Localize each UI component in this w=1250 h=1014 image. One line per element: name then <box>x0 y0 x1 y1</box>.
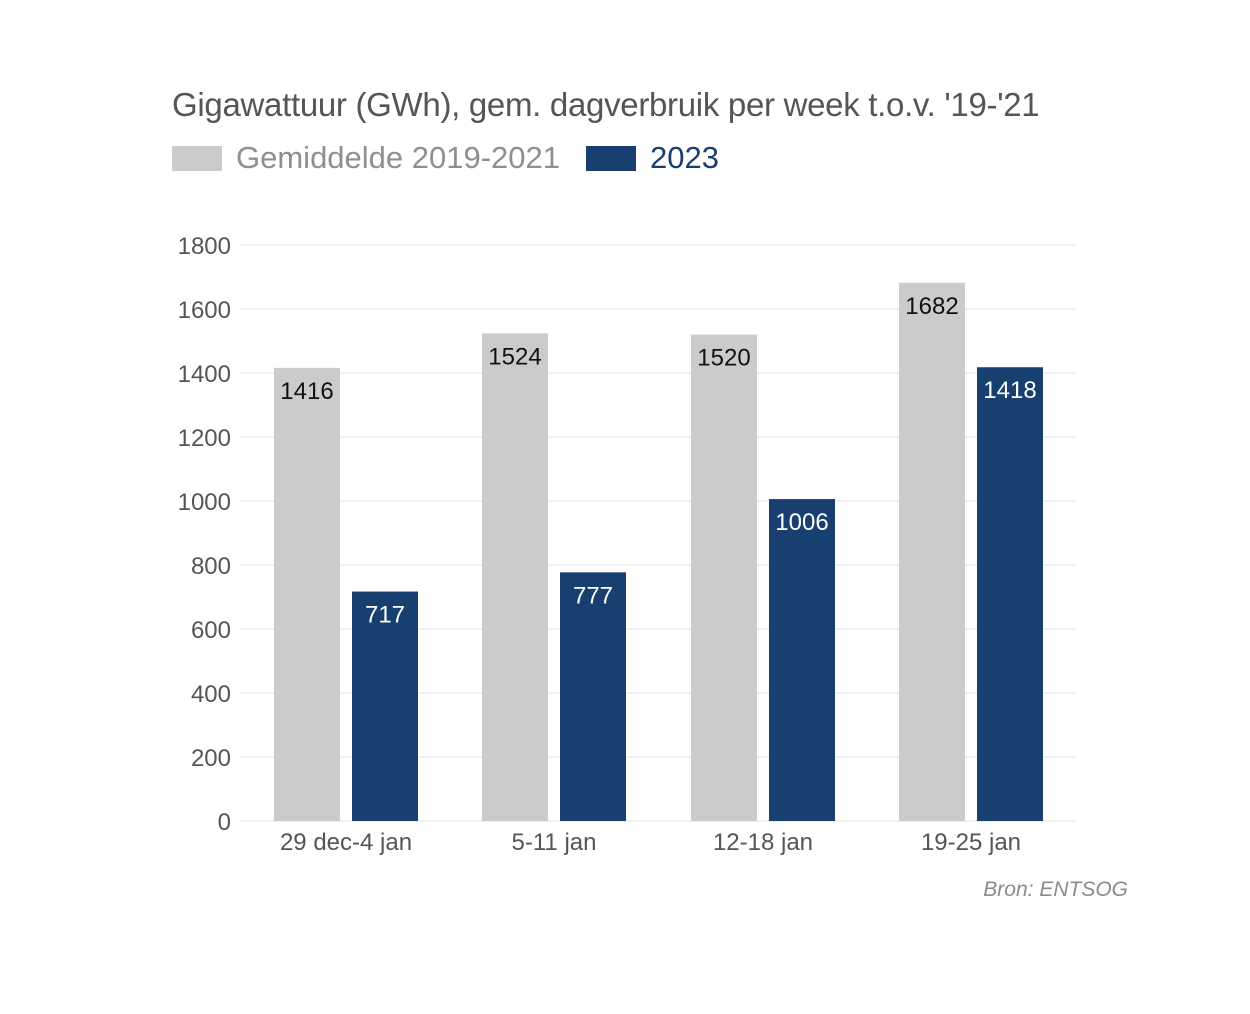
y-tick-label: 1200 <box>178 425 231 452</box>
bar-average <box>691 334 757 821</box>
bar-value-label: 717 <box>365 602 405 629</box>
bar-value-label: 1416 <box>280 378 333 405</box>
y-tick-label: 1800 <box>178 233 231 260</box>
bar-average <box>899 282 965 821</box>
y-tick-label: 600 <box>191 617 231 644</box>
y-tick-label: 800 <box>191 553 231 580</box>
bars-layer <box>274 282 1043 821</box>
x-tick-label: 19-25 jan <box>921 829 1021 856</box>
bar-value-label: 777 <box>573 582 613 609</box>
bar-2023 <box>352 591 418 821</box>
y-tick-label: 1600 <box>178 297 231 324</box>
source-note: Bron: ENTSOG <box>983 878 1128 901</box>
bar-value-label: 1524 <box>488 343 541 370</box>
x-tick-label: 12-18 jan <box>713 829 813 856</box>
y-tick-label: 1000 <box>178 489 231 516</box>
bar-value-label: 1682 <box>905 293 958 320</box>
bar-2023 <box>769 499 835 821</box>
x-tick-label: 5-11 jan <box>512 829 597 856</box>
x-tick-label: 29 dec-4 jan <box>280 829 412 856</box>
bar-2023 <box>560 572 626 821</box>
bar-2023 <box>977 367 1043 821</box>
chart-title: Gigawattuur (GWh), gem. dagverbruik per … <box>172 86 1040 123</box>
labels-layer: 0 200 400 600 800 1000 1200 1400 1600 1800 1416 152… <box>178 233 1037 856</box>
y-tick-label: 400 <box>191 681 231 708</box>
legend-item-average: Gemiddelde 2019-2021 <box>172 140 560 176</box>
chart-legend: Gemiddelde 2019-2021 2023 <box>172 136 745 180</box>
bar-average <box>482 333 548 821</box>
bar-average <box>274 367 340 821</box>
bar-value-label: 1418 <box>983 377 1036 404</box>
legend-label-2023: 2023 <box>650 140 719 175</box>
bar-value-label: 1520 <box>697 345 750 372</box>
legend-swatch-average <box>172 145 222 171</box>
bar-value-label: 1006 <box>775 509 828 536</box>
y-tick-label: 0 <box>218 809 231 836</box>
y-tick-label: 1400 <box>178 361 231 388</box>
legend-label-average: Gemiddelde 2019-2021 <box>236 140 561 175</box>
y-tick-label: 200 <box>191 745 231 772</box>
legend-swatch-2023 <box>586 145 637 171</box>
legend-item-2023: 2023 <box>586 140 719 176</box>
